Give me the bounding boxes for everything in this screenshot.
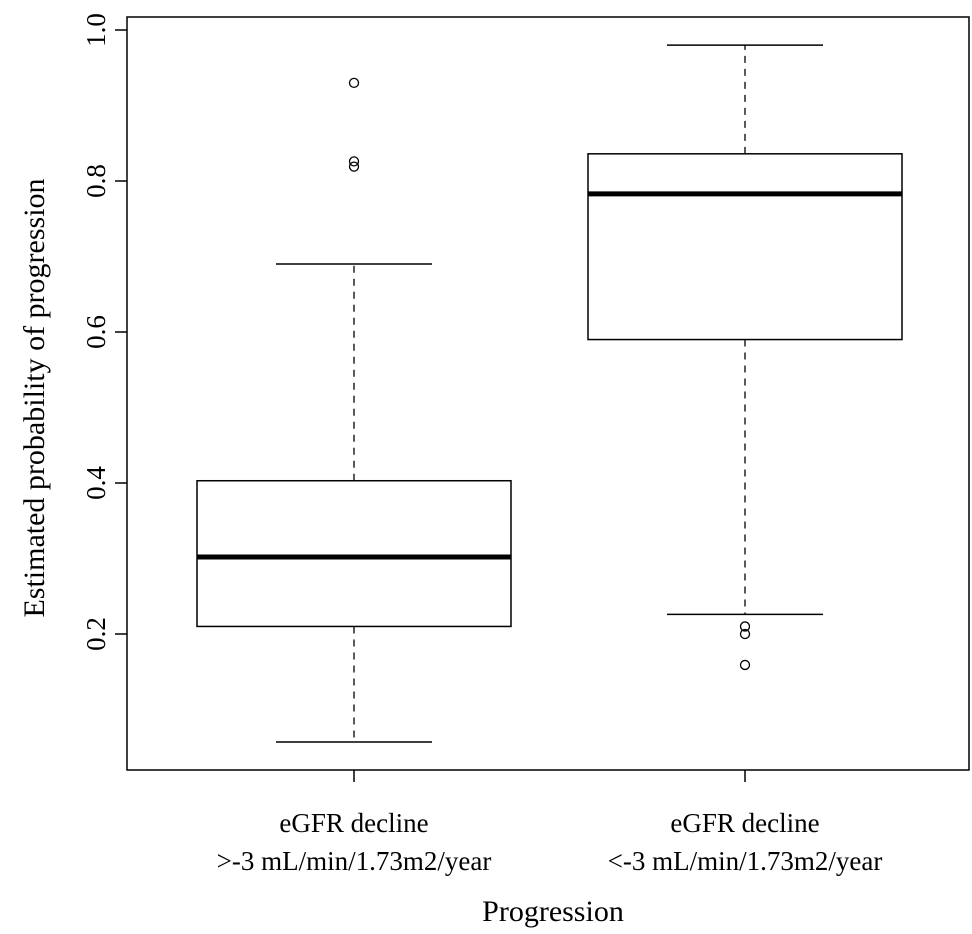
y-tick-label: 1.0 <box>81 13 111 47</box>
x-axis-title: Progression <box>482 895 624 928</box>
plot-frame <box>126 16 970 771</box>
boxes <box>196 44 903 743</box>
x-category-label-line2: <-3 mL/min/1.73m2/year <box>608 846 883 876</box>
y-tick-label: 0.6 <box>81 315 111 349</box>
box-iqr <box>587 153 903 341</box>
box-iqr <box>196 479 512 628</box>
x-category-label-line1: eGFR decline <box>279 808 428 838</box>
outlier-point <box>739 659 751 671</box>
outlier-point <box>348 156 360 167</box>
outlier-point <box>739 621 751 632</box>
y-axis: 0.2 0.4 0.6 0.8 1.0 <box>81 13 127 651</box>
outlier-point <box>348 77 360 88</box>
outlier-point <box>739 628 751 640</box>
y-tick-label: 0.4 <box>81 466 111 500</box>
x-category-label-line1: eGFR decline <box>670 808 819 838</box>
box-group <box>196 77 512 743</box>
outlier-point <box>348 161 360 172</box>
box-group <box>587 44 903 671</box>
y-tick-label: 0.2 <box>81 617 111 651</box>
y-tick-label: 0.8 <box>81 164 111 198</box>
x-axis: eGFR decline >-3 mL/min/1.73m2/year eGFR d… <box>217 770 883 876</box>
x-category-label-line2: >-3 mL/min/1.73m2/year <box>217 846 492 876</box>
y-axis-title: Estimated probability of progression <box>18 178 51 617</box>
